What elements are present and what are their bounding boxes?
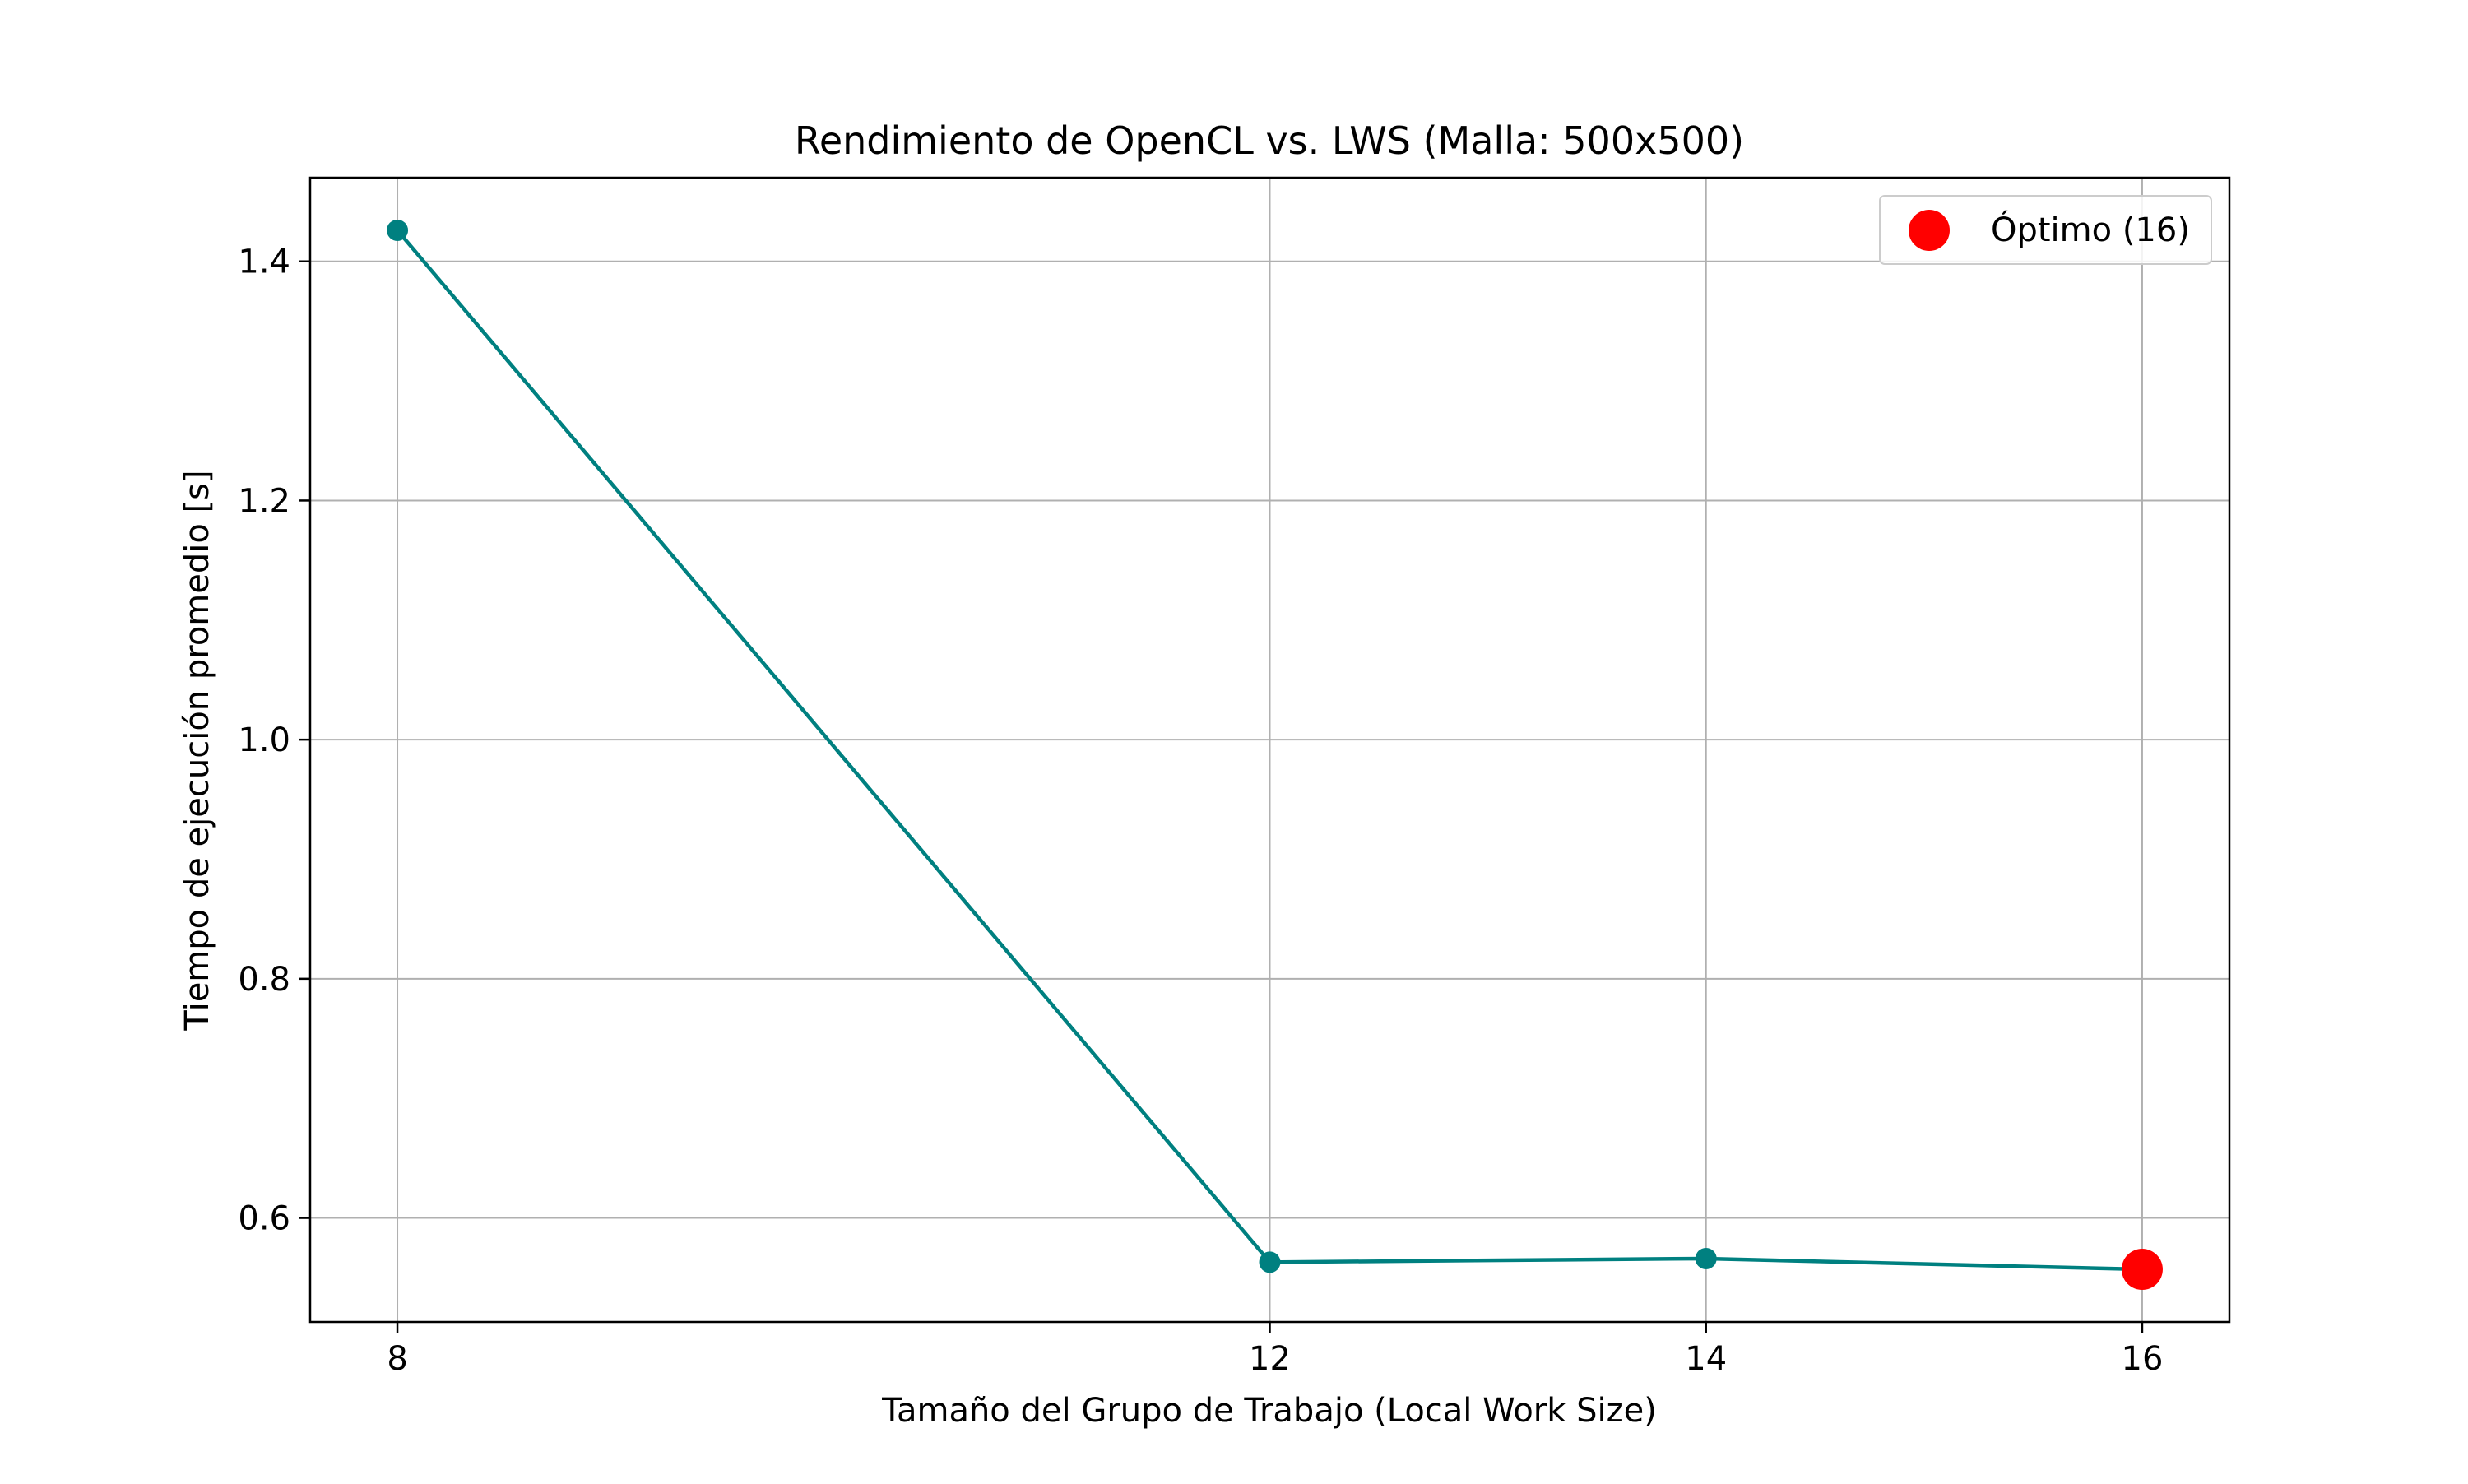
series-line xyxy=(396,229,2143,1272)
legend-label: Óptimo (16) xyxy=(1991,210,2190,249)
x-tick-label: 8 xyxy=(387,1340,407,1378)
y-tick-label: 1.2 xyxy=(238,482,290,520)
optimum-point xyxy=(2121,1249,2163,1291)
series-layer xyxy=(387,219,2163,1291)
axes: 8 12 14 16 0.6 0.8 1.0 1.2 1.4 xyxy=(238,243,2163,1378)
x-axis-label: Tamaño del Grupo de Trabajo (Local Work … xyxy=(881,1392,1657,1430)
x-tick-label: 16 xyxy=(2122,1340,2164,1378)
x-tick-label: 12 xyxy=(1249,1340,1291,1378)
legend-box xyxy=(1879,195,2212,265)
data-point xyxy=(1695,1247,1717,1269)
y-tick-label: 1.0 xyxy=(238,721,290,759)
legend: Óptimo (16) xyxy=(1879,195,2212,265)
x-tick-label: 14 xyxy=(1685,1340,1727,1378)
data-point xyxy=(387,219,409,241)
y-axis-label: Tiempo de ejecución promedio [s] xyxy=(179,470,216,1031)
grid xyxy=(310,178,2229,1322)
chart-title: Rendimiento de OpenCL vs. LWS (Malla: 50… xyxy=(795,118,1744,163)
data-point xyxy=(1259,1251,1281,1273)
y-tick-label: 0.6 xyxy=(238,1200,290,1238)
y-tick-label: 1.4 xyxy=(238,243,290,281)
legend-marker xyxy=(1909,210,1950,251)
y-tick-label: 0.8 xyxy=(238,961,290,999)
